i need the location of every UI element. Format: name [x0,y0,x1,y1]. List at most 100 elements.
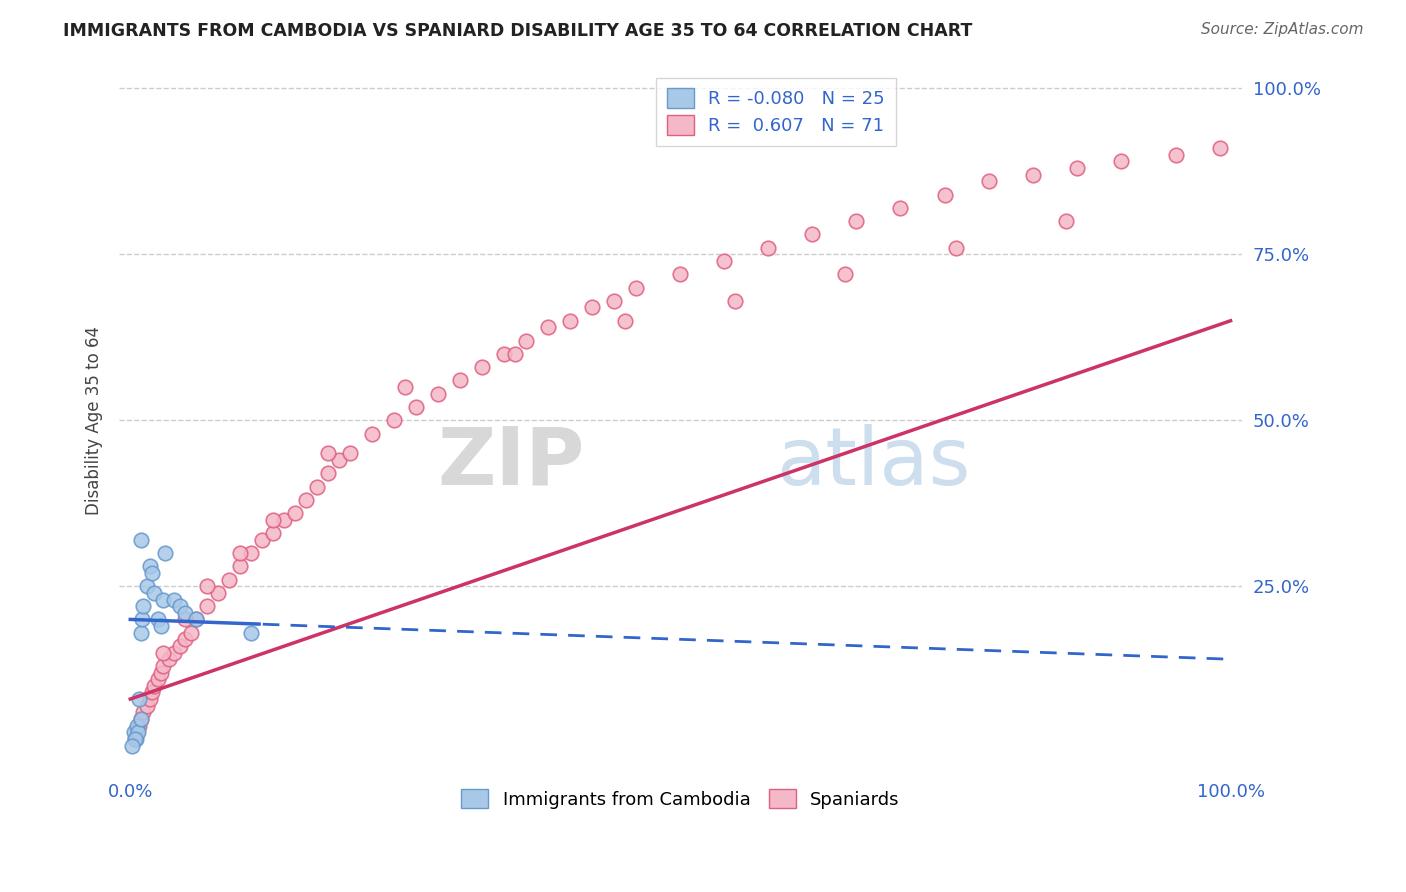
Point [494,347,516,361]
Point [240,625,263,640]
Point [801,227,824,242]
Point [273,513,295,527]
Text: Source: ZipAtlas.com: Source: ZipAtlas.com [1201,22,1364,37]
Point [135,579,157,593]
Point [758,241,780,255]
Point [284,506,307,520]
Point [131,612,153,626]
Point [834,267,856,281]
Point [471,360,494,375]
Point [141,685,163,699]
Point [207,586,229,600]
Text: ZIP: ZIP [437,424,585,501]
Point [150,665,173,680]
Point [163,646,186,660]
Point [1208,141,1230,155]
Point [1109,154,1132,169]
Point [229,546,252,560]
Point [152,658,174,673]
Point [889,201,911,215]
Point [515,334,537,348]
Point [560,314,582,328]
Point [169,639,191,653]
Point [132,599,155,614]
Point [121,739,143,753]
Point [129,712,152,726]
Point [139,559,162,574]
Point [143,586,166,600]
Point [129,712,152,726]
Point [155,546,177,560]
Point [1021,168,1043,182]
Point [724,293,747,308]
Point [146,612,169,626]
Point [382,413,405,427]
Point [186,612,208,626]
Point [129,625,152,640]
Point [174,612,197,626]
Y-axis label: Disability Age 35 to 64: Disability Age 35 to 64 [86,326,103,515]
Point [405,400,427,414]
Point [614,314,637,328]
Point [934,187,956,202]
Point [977,174,1000,188]
Point [307,480,329,494]
Point [124,731,146,746]
Point [122,725,145,739]
Point [152,592,174,607]
Point [143,679,166,693]
Point [318,446,340,460]
Point [195,579,218,593]
Point [328,453,350,467]
Point [945,241,967,255]
Point [132,706,155,720]
Point [240,546,263,560]
Point [361,426,384,441]
Point [603,293,626,308]
Point [537,320,560,334]
Point [218,573,240,587]
Point [174,632,197,647]
Point [135,698,157,713]
Point [125,725,148,739]
Text: atlas: atlas [776,424,970,501]
Point [125,718,148,732]
Point [318,467,340,481]
Point [427,386,450,401]
Point [128,692,150,706]
Point [169,599,191,614]
Point [195,599,218,614]
Point [581,301,603,315]
Point [262,513,284,527]
Point [163,592,186,607]
Point [174,606,197,620]
Legend: Immigrants from Cambodia, Spaniards: Immigrants from Cambodia, Spaniards [454,781,907,816]
Point [150,619,173,633]
Point [1066,161,1088,175]
Point [229,559,252,574]
Point [505,347,527,361]
Point [139,692,162,706]
Point [713,254,735,268]
Point [152,646,174,660]
Point [186,612,208,626]
Point [339,446,361,460]
Point [128,718,150,732]
Point [1054,214,1077,228]
Text: IMMIGRANTS FROM CAMBODIA VS SPANIARD DISABILITY AGE 35 TO 64 CORRELATION CHART: IMMIGRANTS FROM CAMBODIA VS SPANIARD DIS… [63,22,973,40]
Point [157,652,180,666]
Point [125,731,148,746]
Point [252,533,274,547]
Point [180,625,202,640]
Point [129,533,152,547]
Point [669,267,692,281]
Point [262,526,284,541]
Point [449,374,471,388]
Point [295,492,318,507]
Point [146,672,169,686]
Point [141,566,163,580]
Point [1164,148,1187,162]
Point [394,380,416,394]
Point [845,214,868,228]
Point [626,280,648,294]
